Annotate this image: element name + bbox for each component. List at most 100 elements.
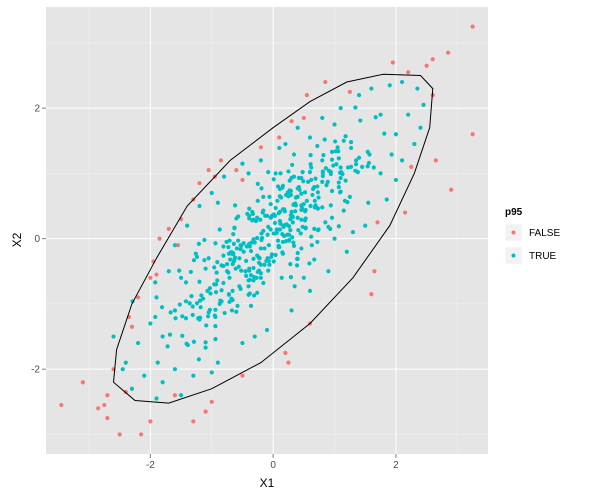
point-true xyxy=(322,137,327,142)
point-true xyxy=(289,308,294,313)
point-true xyxy=(246,292,251,297)
point-true xyxy=(194,254,200,260)
point-true xyxy=(188,269,193,275)
point-true xyxy=(190,312,195,318)
point-false xyxy=(218,158,224,163)
point-true xyxy=(215,360,220,365)
point-true xyxy=(338,175,343,181)
point-true xyxy=(155,360,160,365)
point-true xyxy=(378,112,383,117)
point-true xyxy=(315,239,320,245)
point-true xyxy=(235,303,240,308)
point-true xyxy=(183,280,189,285)
point-true xyxy=(247,216,252,221)
point-false xyxy=(234,168,239,173)
point-true xyxy=(271,177,276,182)
point-true xyxy=(273,205,278,211)
point-true xyxy=(292,284,297,289)
point-true xyxy=(258,158,263,163)
point-true xyxy=(205,314,211,319)
point-true xyxy=(259,237,264,243)
point-true xyxy=(221,253,226,258)
point-true xyxy=(323,166,329,171)
point-false xyxy=(80,380,85,385)
point-true xyxy=(336,185,341,190)
point-true xyxy=(290,162,295,168)
point-true xyxy=(129,386,135,391)
point-true xyxy=(332,122,337,127)
point-true xyxy=(378,171,383,176)
point-true xyxy=(255,269,260,275)
point-true xyxy=(332,236,337,241)
point-true xyxy=(196,357,201,362)
point-true xyxy=(320,179,325,184)
point-true xyxy=(334,162,339,167)
point-true xyxy=(338,165,343,170)
point-true xyxy=(185,223,190,228)
point-true xyxy=(203,345,208,350)
point-true xyxy=(178,275,184,280)
panel-background xyxy=(46,7,488,454)
point-true xyxy=(363,223,368,228)
point-true xyxy=(215,278,220,283)
point-true xyxy=(172,243,178,248)
point-true xyxy=(299,203,304,208)
point-true xyxy=(306,179,311,184)
point-true xyxy=(252,293,257,298)
point-true xyxy=(295,256,300,261)
point-true xyxy=(231,250,236,256)
point-true xyxy=(262,262,267,267)
point-true xyxy=(218,298,223,303)
point-true xyxy=(303,207,308,213)
point-true xyxy=(365,164,370,169)
point-false xyxy=(129,324,135,329)
point-true xyxy=(373,115,378,120)
point-false xyxy=(375,220,380,225)
point-false xyxy=(105,416,110,421)
point-true xyxy=(289,209,294,214)
point-true xyxy=(267,262,272,267)
point-true xyxy=(326,224,331,230)
point-true xyxy=(350,230,356,235)
point-true xyxy=(323,220,328,225)
y-tick-label: 0 xyxy=(34,234,40,245)
point-true xyxy=(166,269,171,274)
y-axis-ticks: -2 0 2 xyxy=(31,104,46,376)
point-true xyxy=(271,212,276,217)
point-true xyxy=(320,115,325,121)
point-true xyxy=(228,257,233,262)
point-true xyxy=(406,112,411,117)
point-true xyxy=(299,246,304,251)
point-true xyxy=(251,265,256,271)
point-false xyxy=(403,210,408,215)
point-true xyxy=(180,314,185,319)
point-true xyxy=(165,344,170,349)
point-true xyxy=(356,155,362,160)
point-true xyxy=(307,261,312,266)
point-true xyxy=(246,171,251,176)
point-true xyxy=(280,183,286,188)
point-true xyxy=(290,235,295,240)
point-true xyxy=(238,286,243,291)
point-true xyxy=(304,198,309,203)
point-true xyxy=(227,275,232,280)
point-false xyxy=(148,275,153,280)
point-true xyxy=(234,309,239,314)
point-true xyxy=(291,174,297,179)
point-true xyxy=(279,195,284,200)
point-true xyxy=(202,258,207,263)
point-true xyxy=(252,334,257,339)
point-true xyxy=(226,292,232,297)
point-true xyxy=(215,200,220,205)
point-true xyxy=(328,170,333,175)
point-true xyxy=(191,339,197,344)
point-true xyxy=(296,175,302,181)
point-true xyxy=(212,265,217,270)
x-axis-title: X1 xyxy=(260,476,275,490)
point-true xyxy=(349,139,354,145)
point-true xyxy=(160,334,165,339)
point-true xyxy=(277,145,282,151)
point-true xyxy=(240,340,245,346)
point-true xyxy=(213,290,219,295)
point-true xyxy=(341,208,346,213)
